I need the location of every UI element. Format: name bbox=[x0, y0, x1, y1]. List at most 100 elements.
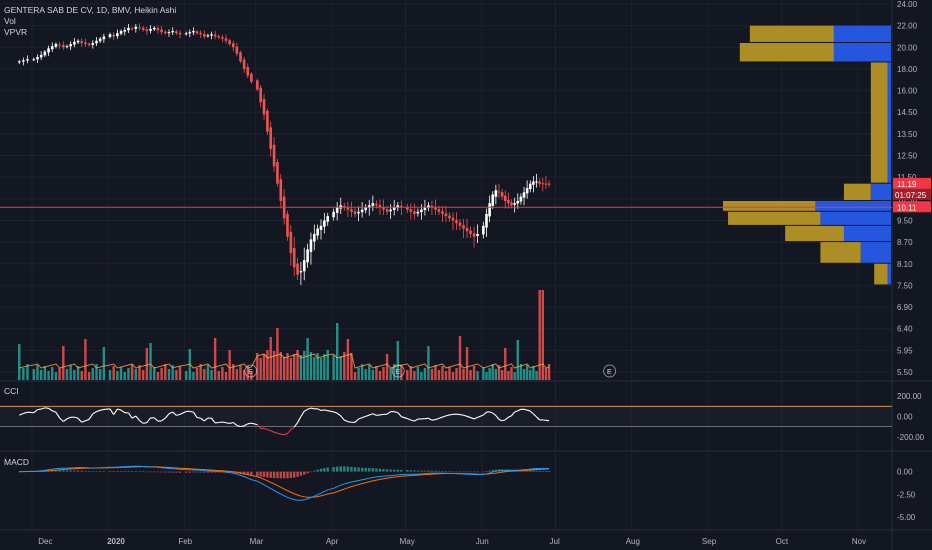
candle-body bbox=[108, 34, 112, 38]
candle-body bbox=[206, 35, 210, 37]
macd-histogram-bar bbox=[232, 471, 235, 474]
candle-body bbox=[458, 222, 462, 226]
cci-line-segment bbox=[161, 417, 166, 422]
volume-bar bbox=[116, 371, 119, 380]
macd-histogram-bar bbox=[360, 467, 364, 472]
vol-label: Vol bbox=[4, 16, 16, 26]
macd-histogram-bar bbox=[203, 471, 206, 473]
price-tick-label: 20.00 bbox=[897, 43, 918, 52]
volume-bar bbox=[434, 365, 437, 380]
volume-bar bbox=[69, 365, 72, 380]
macd-histogram-bar bbox=[476, 471, 479, 473]
macd-histogram-bar bbox=[316, 469, 319, 472]
candle-body bbox=[202, 34, 206, 37]
candle-body bbox=[156, 28, 160, 30]
cci-line-segment bbox=[74, 416, 79, 419]
volume-bar bbox=[378, 371, 382, 380]
macd-histogram-bar bbox=[175, 471, 178, 473]
macd-histogram-bar bbox=[535, 470, 538, 472]
volume-bar bbox=[371, 370, 375, 380]
macd-histogram-bar bbox=[465, 471, 469, 473]
candle-body bbox=[396, 205, 400, 208]
cci-line-segment bbox=[511, 411, 516, 417]
cci-line-segment bbox=[340, 415, 345, 421]
candle-body bbox=[462, 225, 465, 229]
cci-line-segment bbox=[508, 415, 512, 418]
price-tick-label: 6.40 bbox=[897, 325, 913, 334]
price-tick-label: 14.50 bbox=[897, 108, 918, 117]
candle-body bbox=[84, 42, 87, 45]
time-tick-label: Feb bbox=[178, 537, 192, 546]
price-tick-label: 8.70 bbox=[897, 238, 913, 247]
candle-body bbox=[469, 230, 472, 234]
volume-bar bbox=[112, 366, 115, 380]
cci-line-segment bbox=[85, 418, 90, 422]
macd-histogram-bar bbox=[375, 468, 378, 472]
macd-histogram-bar bbox=[409, 470, 413, 472]
vpvr-down-bar bbox=[785, 225, 844, 242]
earnings-marker-label: E bbox=[248, 369, 253, 376]
volume-bar bbox=[350, 353, 353, 380]
cci-line-segment bbox=[293, 422, 298, 428]
volume-bar bbox=[409, 366, 413, 380]
volume-bar bbox=[497, 365, 501, 380]
candle-body bbox=[378, 204, 382, 208]
volume-bar bbox=[102, 347, 106, 380]
macd-histogram-bar bbox=[396, 469, 399, 472]
volume-bar bbox=[266, 350, 269, 380]
volume-bar bbox=[544, 368, 548, 380]
volume-bar bbox=[127, 368, 130, 380]
candle-body bbox=[39, 54, 43, 58]
macd-histogram-bar bbox=[145, 471, 149, 473]
macd-histogram-bar bbox=[112, 471, 115, 472]
volume-bar bbox=[462, 369, 465, 380]
candle-body bbox=[58, 44, 61, 46]
volume-bar bbox=[22, 368, 25, 380]
volume-bar bbox=[364, 369, 367, 380]
candle-body bbox=[299, 270, 303, 273]
candle-body bbox=[184, 33, 188, 35]
cci-line-segment bbox=[131, 415, 137, 419]
volume-bar bbox=[178, 366, 182, 380]
candle-body bbox=[485, 213, 488, 228]
volume-bar bbox=[39, 370, 43, 380]
macd-histogram-bar bbox=[84, 471, 87, 472]
candle-body bbox=[61, 45, 65, 48]
cci-line-segment bbox=[379, 413, 384, 416]
volume-bar bbox=[130, 364, 134, 380]
cci-line-segment bbox=[200, 417, 205, 422]
cci-tick-label: 200.00 bbox=[897, 392, 922, 401]
macd-histogram-bar bbox=[95, 471, 98, 473]
candle-body bbox=[406, 207, 409, 210]
volume-bar bbox=[469, 370, 472, 380]
volume-bar bbox=[532, 366, 535, 380]
volume-bar bbox=[547, 364, 551, 380]
macd-histogram-bar bbox=[54, 470, 58, 472]
cci-line-segment bbox=[59, 417, 64, 422]
volume-bar bbox=[485, 372, 488, 380]
volume-bar bbox=[175, 370, 178, 380]
candle-body bbox=[313, 234, 316, 242]
candle-body bbox=[302, 260, 306, 272]
candle-body bbox=[43, 51, 47, 56]
cci-line-segment bbox=[300, 411, 305, 417]
cci-line-segment bbox=[109, 408, 115, 415]
vpvr-up-bar bbox=[887, 62, 891, 183]
macd-histogram-bar bbox=[160, 471, 163, 473]
cci-line-segment bbox=[164, 413, 170, 419]
volume-bar bbox=[160, 368, 163, 380]
macd-histogram-bar bbox=[406, 470, 409, 472]
candle-body bbox=[319, 225, 323, 230]
volume-bar bbox=[58, 368, 61, 380]
volume-bar bbox=[488, 368, 491, 380]
candle-body bbox=[364, 207, 368, 211]
time-tick-label: Mar bbox=[250, 537, 264, 546]
macd-histogram-bar bbox=[444, 471, 448, 472]
vpvr-down-bar bbox=[723, 200, 816, 211]
macd-line bbox=[19, 465, 550, 501]
macd-histogram-bar bbox=[246, 471, 249, 476]
volume-bar bbox=[316, 353, 319, 380]
macd-histogram-bar bbox=[335, 466, 339, 472]
candle-body bbox=[522, 192, 526, 198]
